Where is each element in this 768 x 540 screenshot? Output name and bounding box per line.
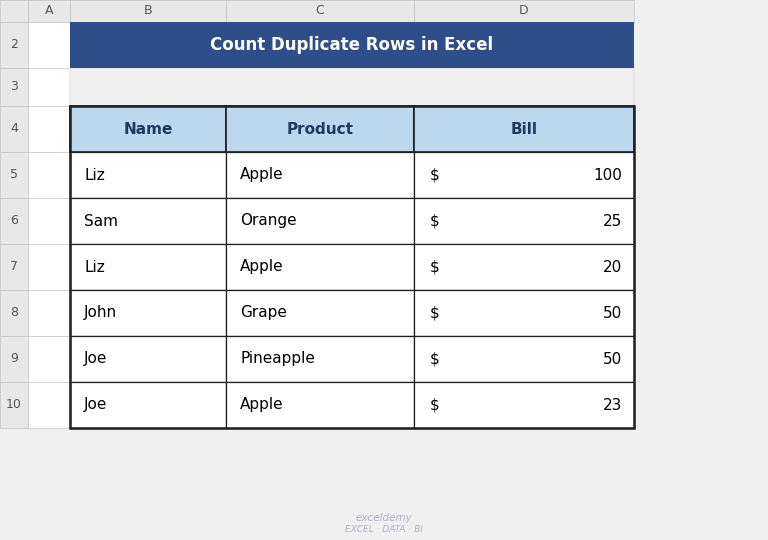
Bar [414, 106, 634, 152]
Bar [226, 0, 414, 22]
Text: A: A [45, 4, 53, 17]
Bar [28, 382, 70, 428]
Bar [28, 68, 70, 106]
Bar [226, 290, 414, 336]
Bar [226, 152, 414, 198]
Bar [70, 336, 226, 382]
Bar [0, 68, 28, 106]
Bar [226, 382, 414, 428]
Text: D: D [519, 4, 529, 17]
Text: Joe: Joe [84, 397, 108, 413]
Text: Grape: Grape [240, 306, 287, 321]
Text: Pineapple: Pineapple [240, 352, 315, 367]
Bar [226, 106, 414, 152]
Bar [70, 106, 226, 152]
Bar [70, 198, 226, 244]
Text: Orange: Orange [240, 213, 296, 228]
Bar [70, 382, 226, 428]
Bar [0, 0, 28, 22]
Text: Name: Name [124, 122, 173, 137]
Bar [28, 290, 70, 336]
Bar [226, 244, 414, 290]
Bar [70, 22, 634, 68]
Bar [0, 290, 28, 336]
Text: $: $ [430, 352, 440, 367]
Bar [28, 244, 70, 290]
Text: Count Duplicate Rows in Excel: Count Duplicate Rows in Excel [210, 36, 494, 54]
Bar [0, 336, 28, 382]
Bar [70, 244, 226, 290]
Text: 50: 50 [603, 352, 622, 367]
Text: $: $ [430, 260, 440, 274]
Bar [28, 106, 70, 152]
Text: John: John [84, 306, 118, 321]
Bar [28, 22, 70, 68]
Bar [70, 152, 226, 198]
Text: 2: 2 [10, 38, 18, 51]
Text: Apple: Apple [240, 397, 283, 413]
Bar [70, 106, 634, 428]
Text: $: $ [430, 397, 440, 413]
Text: 10: 10 [6, 399, 22, 411]
Text: Product: Product [286, 122, 353, 137]
Bar [0, 22, 28, 68]
Text: $: $ [430, 167, 440, 183]
Text: C: C [316, 4, 324, 17]
Bar [0, 152, 28, 198]
Text: Joe: Joe [84, 352, 108, 367]
Text: EXCEL · DATA · BI: EXCEL · DATA · BI [345, 525, 423, 535]
Text: 100: 100 [593, 167, 622, 183]
Bar [28, 152, 70, 198]
Bar [28, 336, 70, 382]
Text: Sam: Sam [84, 213, 118, 228]
Bar [414, 198, 634, 244]
Text: Apple: Apple [240, 167, 283, 183]
Bar [414, 152, 634, 198]
Text: 20: 20 [603, 260, 622, 274]
Text: Apple: Apple [240, 260, 283, 274]
Bar [414, 0, 634, 22]
Bar [226, 336, 414, 382]
Bar [226, 198, 414, 244]
Text: 50: 50 [603, 306, 622, 321]
Text: 23: 23 [603, 397, 622, 413]
Text: Liz: Liz [84, 167, 104, 183]
Bar [28, 198, 70, 244]
Bar [414, 244, 634, 290]
Text: 6: 6 [10, 214, 18, 227]
Text: 7: 7 [10, 260, 18, 273]
Text: B: B [144, 4, 152, 17]
Bar [70, 0, 226, 22]
Text: exceldemy: exceldemy [356, 513, 412, 523]
Bar [414, 382, 634, 428]
Text: 25: 25 [603, 213, 622, 228]
Bar [0, 382, 28, 428]
Text: $: $ [430, 213, 440, 228]
Text: $: $ [430, 306, 440, 321]
Text: Bill: Bill [511, 122, 538, 137]
Text: Liz: Liz [84, 260, 104, 274]
Bar [70, 68, 634, 106]
Text: 3: 3 [10, 80, 18, 93]
Bar [28, 0, 70, 22]
Bar [414, 290, 634, 336]
Text: 5: 5 [10, 168, 18, 181]
Text: 9: 9 [10, 353, 18, 366]
Bar [0, 244, 28, 290]
Bar [0, 198, 28, 244]
Text: 8: 8 [10, 307, 18, 320]
Bar [0, 106, 28, 152]
Bar [70, 290, 226, 336]
Bar [414, 336, 634, 382]
Text: 4: 4 [10, 123, 18, 136]
